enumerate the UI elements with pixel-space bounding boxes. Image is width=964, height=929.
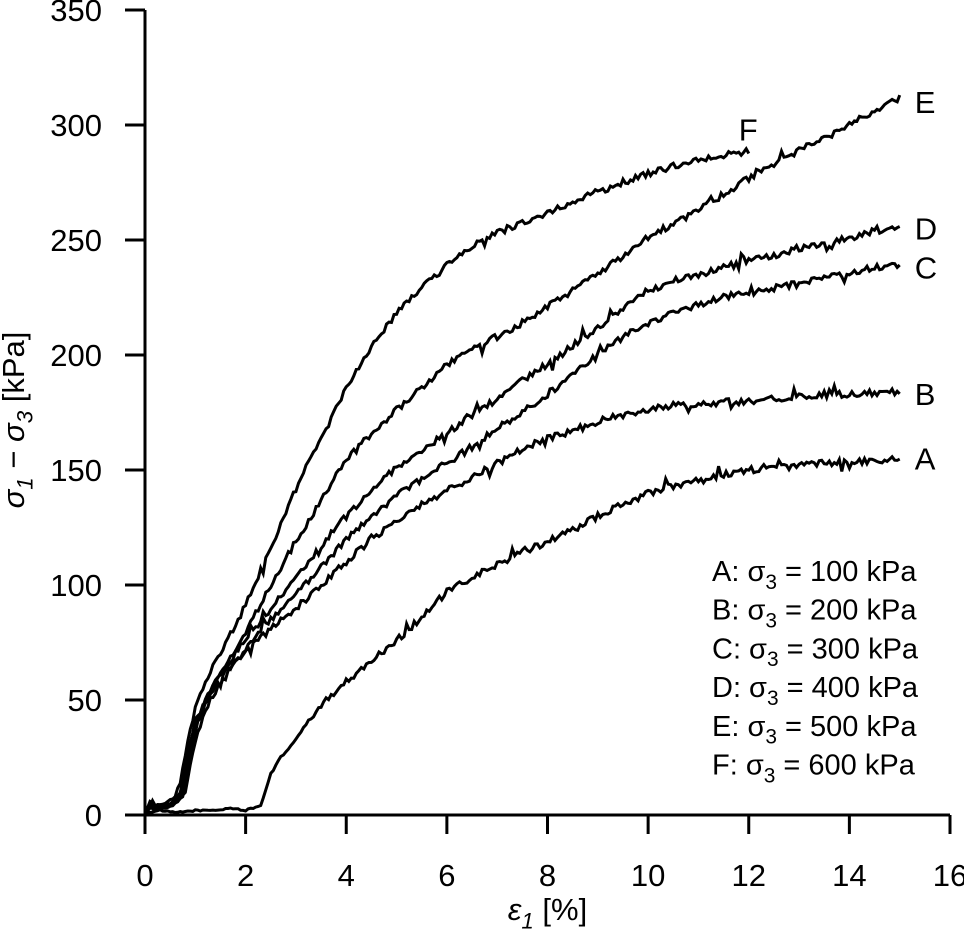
- legend-entry-e: E: σ3 = 500 kPa: [712, 711, 917, 749]
- x-tick-label: 2: [237, 858, 254, 893]
- y-tick-label: 250: [50, 223, 102, 258]
- curve-c: [143, 261, 901, 816]
- y-tick-label: 100: [50, 568, 102, 603]
- curve-label-a: A: [915, 442, 936, 477]
- curve-e: [143, 94, 902, 816]
- legend-entry-b: B: σ3 = 200 kPa: [712, 595, 917, 633]
- curve-label-c: C: [915, 251, 937, 286]
- y-tick-label: 300: [50, 108, 102, 143]
- x-axis-title: ε1 [%]: [508, 892, 587, 929]
- curve-a: [144, 454, 901, 815]
- curve-label-b: B: [915, 377, 936, 412]
- x-tick-label: 0: [136, 858, 153, 893]
- x-tick-label: 12: [732, 858, 766, 893]
- y-tick-label: 50: [68, 683, 102, 718]
- curve-label-d: D: [915, 212, 937, 247]
- x-tick-label: 4: [338, 858, 355, 893]
- y-tick-label: 150: [50, 453, 102, 488]
- curve-label-e: E: [915, 85, 936, 120]
- x-tick-label: 14: [832, 858, 866, 893]
- x-tick-label: 8: [539, 858, 556, 893]
- legend-entry-d: D: σ3 = 400 kPa: [712, 672, 919, 710]
- x-tick-label: 6: [438, 858, 455, 893]
- legend-entry-a: A: σ3 = 100 kPa: [712, 556, 917, 594]
- curve-b: [143, 380, 901, 816]
- x-tick-label: 16: [933, 858, 964, 893]
- x-tick-label: 10: [631, 858, 665, 893]
- curve-f: [143, 145, 751, 816]
- curve-label-f: F: [739, 113, 758, 148]
- curve-d: [143, 223, 901, 816]
- y-axis-title: σ1 − σ3 [kPa]: [0, 332, 37, 509]
- y-tick-label: 0: [85, 798, 102, 833]
- y-tick-label: 200: [50, 338, 102, 373]
- legend-entry-c: C: σ3 = 300 kPa: [712, 633, 919, 671]
- y-tick-label: 350: [50, 0, 102, 28]
- legend-entry-f: F: σ3 = 600 kPa: [712, 750, 916, 788]
